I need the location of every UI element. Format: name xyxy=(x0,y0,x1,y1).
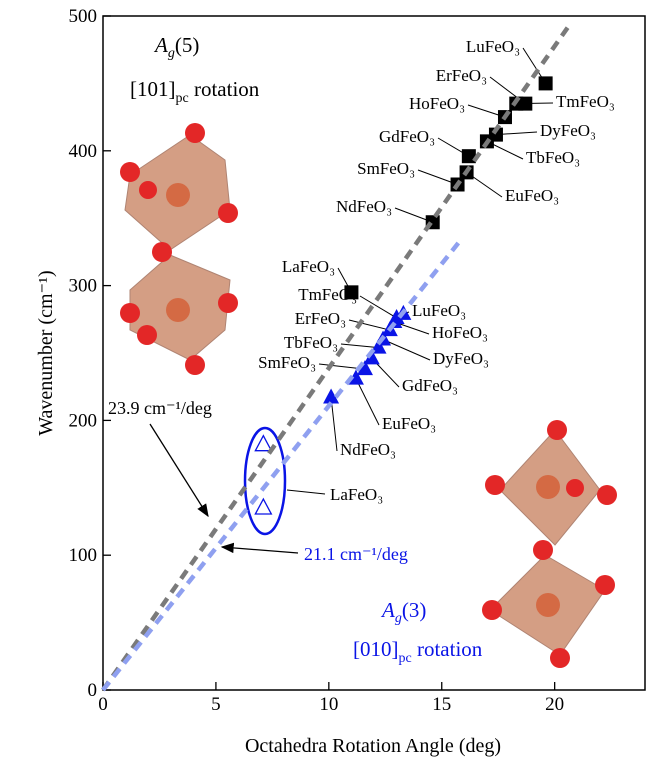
y-tick-label: 500 xyxy=(69,6,98,27)
point-label: HoFeO₃ xyxy=(409,94,465,113)
point-label: SmFeO₃ xyxy=(357,159,415,178)
y-tick-label: 200 xyxy=(69,410,98,431)
y-tick-label: 300 xyxy=(69,276,98,297)
x-tick-label: 15 xyxy=(432,694,451,715)
point-label: ErFeO₃ xyxy=(436,66,487,85)
rotation-sub: pc xyxy=(176,91,189,106)
fit-line xyxy=(103,27,568,690)
arrow xyxy=(222,547,298,553)
x-tick-label: 0 xyxy=(98,694,108,715)
rotation-axis: [010] xyxy=(353,637,399,661)
leader-line xyxy=(356,379,379,425)
chart: Wavenumber (cm⁻¹) Octahedra Rotation Ang… xyxy=(0,0,646,767)
slope-annotation: 21.1 cm⁻¹/deg xyxy=(304,544,408,564)
octahedra-bottom xyxy=(482,420,617,668)
square-marker xyxy=(462,149,476,163)
rotation-label: [010]pc rotation xyxy=(353,637,483,666)
point-label: TbFeO₃ xyxy=(526,148,580,167)
mode-letter: A xyxy=(380,598,395,622)
leader-line xyxy=(341,344,379,348)
open-triangle-marker xyxy=(255,436,271,451)
rotation-word: rotation xyxy=(412,637,483,661)
mode-index: (5) xyxy=(175,33,200,57)
leader-line xyxy=(383,340,430,360)
point-label: LuFeO₃ xyxy=(412,301,466,320)
point-label: ErFeO₃ xyxy=(295,309,346,328)
point-label: LaFeO₃ xyxy=(330,485,383,504)
point-label: HoFeO₃ xyxy=(432,323,488,342)
y-tick-label: 0 xyxy=(88,680,98,701)
mode-label: Ag(3) xyxy=(380,598,426,626)
point-label: LaFeO₃ xyxy=(282,257,335,276)
point-label: LuFeO₃ xyxy=(466,37,520,56)
rotation-label: [101]pc rotation xyxy=(130,77,260,106)
mode-sub: g xyxy=(168,46,175,61)
x-axis-label: Octahedra Rotation Angle (deg) xyxy=(245,735,501,757)
point-label: GdFeO₃ xyxy=(379,127,435,146)
open-triangle-marker xyxy=(255,499,271,514)
mode-label: Ag(5) xyxy=(153,33,199,61)
y-axis-label: Wavenumber (cm⁻¹) xyxy=(35,270,57,435)
point-label: EuFeO₃ xyxy=(505,186,559,205)
point-label: NdFeO₃ xyxy=(340,440,396,459)
mode-sub: g xyxy=(395,611,402,626)
octahedra-top xyxy=(120,123,238,375)
x-tick-label: 20 xyxy=(545,694,564,715)
x-tick-label: 5 xyxy=(211,694,221,715)
point-label: SmFeO₃ xyxy=(258,353,316,372)
point-label: DyFeO₃ xyxy=(540,121,596,140)
y-tick-label: 100 xyxy=(69,545,98,566)
point-label: GdFeO₃ xyxy=(402,376,458,395)
leader-line xyxy=(287,490,325,494)
point-label: NdFeO₃ xyxy=(336,197,392,216)
point-label: TmFeO₃ xyxy=(298,285,357,304)
rotation-axis: [101] xyxy=(130,77,176,101)
point-label: DyFeO₃ xyxy=(433,349,489,368)
point-label: EuFeO₃ xyxy=(382,414,436,433)
y-tick-label: 400 xyxy=(69,141,98,162)
x-tick-label: 10 xyxy=(319,694,338,715)
rotation-sub: pc xyxy=(399,651,412,666)
rotation-word: rotation xyxy=(189,77,260,101)
slope-annotation: 23.9 cm⁻¹/deg xyxy=(108,398,212,418)
point-label: TbFeO₃ xyxy=(284,333,338,352)
mode-index: (3) xyxy=(402,598,427,622)
point-label: TmFeO₃ xyxy=(556,92,615,111)
leader-line xyxy=(349,320,390,330)
square-marker xyxy=(539,76,553,90)
arrow xyxy=(150,424,208,516)
mode-letter: A xyxy=(153,33,168,57)
